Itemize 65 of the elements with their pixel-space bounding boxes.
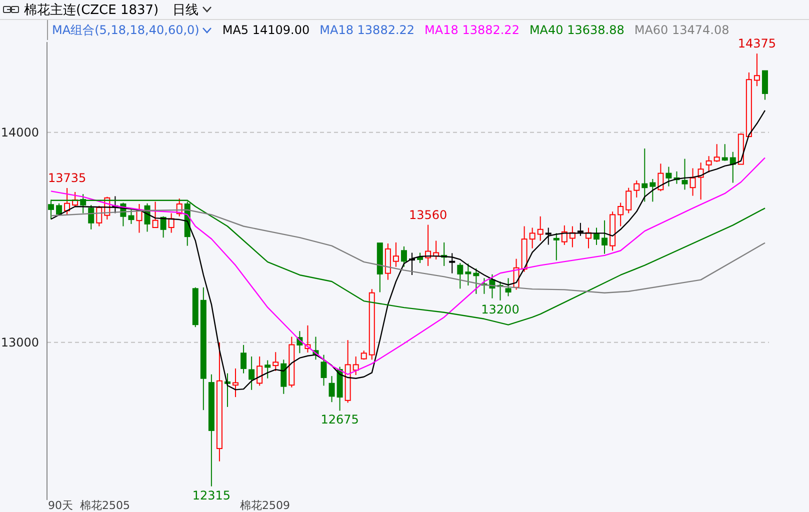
candlestick [545,227,552,246]
candlestick [449,252,456,274]
candlestick [280,359,287,394]
y-tick-label: 14000 [0,126,39,140]
candlestick [256,356,263,386]
candlestick [722,144,728,162]
annotation: 13200 [481,302,520,316]
candlestick [634,180,640,198]
candlestick [96,205,102,227]
candlestick [457,262,464,290]
annotation: 12675 [320,412,359,427]
candlestick [400,246,407,268]
text: MA40 13638.88 [529,23,624,37]
candlestick [642,148,648,202]
y-tick-label: 13000 [0,336,39,350]
candlestick [698,162,704,200]
candlestick [658,163,664,192]
candlestick [152,201,158,228]
candlestick [650,178,656,202]
candlestick [352,356,359,376]
candlestick [577,222,584,236]
candlestick [240,344,247,374]
candlestick [666,166,672,187]
chart-title: 棉花主连(CZCE 1837) [24,2,159,18]
text: MA5 14109.00 [222,23,310,37]
candlestick [128,209,134,224]
line-series [50,110,766,390]
annotation: 13560 [408,208,448,222]
candlestick [714,144,720,162]
text: MA60 13474.08 [634,23,730,37]
candlestick [602,220,608,254]
line-series [50,157,766,375]
annotation: 13735 [48,171,86,186]
candlestick [160,216,166,238]
candlestick [320,354,327,386]
candlestick [264,360,271,379]
candlestick [706,156,712,173]
candlestick [762,70,768,100]
candlestick [328,376,335,403]
candlestick [553,232,560,261]
candlestick [465,263,472,286]
candlestick [248,356,255,390]
candlestick [505,278,512,297]
candlestick [272,352,279,372]
annotation: 棉花2509 [240,498,290,512]
candlestick [473,268,480,294]
candlestick [232,368,239,398]
text: MA18 13882.22 [424,23,520,37]
candlestick [392,242,399,268]
text: MA组合(5,18,18,40,60,0) [52,22,200,38]
candlestick [754,53,760,87]
candlestick [682,158,688,190]
annotation: 12315 [192,488,231,502]
annotation: 90天 [48,498,73,512]
annotation: 棉花2505 [80,498,130,512]
candlestick [626,187,632,214]
candlestick [88,204,94,230]
candlestick [529,227,536,249]
annotation: 14375 [738,36,776,51]
candlestick [618,202,624,227]
text: MA18 13882.22 [320,23,415,37]
candlestick [168,212,174,234]
candlestick [690,168,696,196]
chart-subtitle: 日线 [172,2,199,18]
candlestick [537,216,544,242]
